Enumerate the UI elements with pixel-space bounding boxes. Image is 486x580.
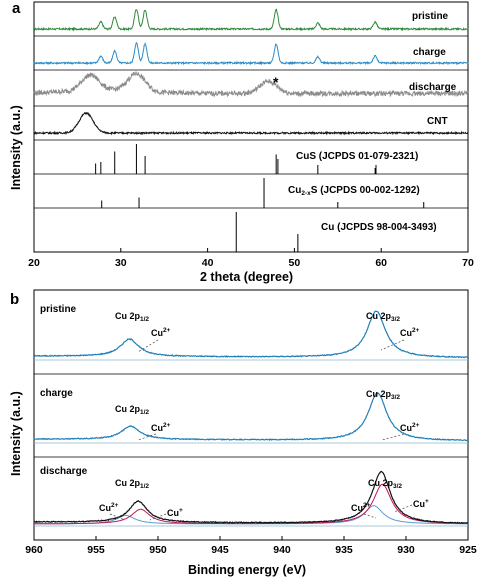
label-cu-2p12: Cu 2p1/2: [115, 311, 149, 323]
panel-a-y-axis-title: Intensity (a.u.): [9, 105, 23, 190]
discharge-asterisk: *: [273, 74, 279, 90]
label-cu-2p12: Cu 2p1/2: [115, 404, 149, 416]
panel-a-frame: [33, 1, 469, 253]
label-cu-2p32: Cu 2p3/2: [366, 389, 400, 401]
leader-line: [380, 339, 405, 351]
panel-a-x-axis-title: 2 theta (degree): [200, 270, 293, 284]
xrd-curve-cnt: [33, 111, 469, 136]
panel-b-letter: b: [10, 291, 19, 308]
xps-component-cu-plus: [34, 483, 468, 525]
panel-a-curves: [33, 8, 469, 136]
label-cu2plus: Cu2+: [99, 502, 119, 513]
x-tick-label: 960: [25, 544, 43, 556]
label-cu-plus: Cu+: [167, 507, 183, 518]
leader-line: [381, 433, 405, 441]
xps-panel-label-charge: charge: [40, 388, 73, 399]
panel-a-reference-lines: [95, 144, 425, 252]
leader-line: [149, 513, 167, 521]
leader-line: [363, 513, 377, 519]
xps-curve-pristine: [33, 310, 469, 359]
xps-panel-label-discharge: discharge: [40, 466, 88, 477]
x-tick-label: 935: [335, 544, 353, 556]
xps-panel-label-pristine: pristine: [40, 304, 77, 315]
panel-b-x-axis-title: Binding energy (eV): [188, 563, 306, 577]
label-cu2plus: Cu2+: [400, 422, 420, 433]
xrd-curve-charge: [33, 41, 469, 66]
x-tick-label: 955: [87, 544, 105, 556]
series-label-discharge: discharge: [409, 82, 457, 93]
panel-b-x-ticks: 960 955 950 945 940 935 930 925: [25, 536, 477, 556]
xrd-curve-pristine: [33, 8, 469, 32]
label-cu-2p32: Cu 2p3/2: [366, 311, 400, 323]
x-tick-label: 940: [273, 544, 291, 556]
panel-b-frame: [33, 289, 469, 541]
x-tick-label: 950: [149, 544, 167, 556]
label-cu2plus: Cu2+: [151, 422, 171, 433]
reference-label-cus: CuS (JCPDS 01-079-2321): [296, 151, 418, 162]
label-cu2plus: Cu2+: [151, 327, 171, 338]
panel-b-y-axis-title: Intensity (a.u.): [9, 391, 23, 476]
label-cu2plus: Cu2+: [400, 327, 420, 338]
leader-line: [137, 339, 159, 353]
panel-a-letter: a: [12, 0, 21, 17]
label-cu2plus: Cu2+: [351, 502, 371, 513]
reference-label-cu: Cu (JCPDS 98-004-3493): [321, 222, 437, 233]
series-label-pristine: pristine: [412, 11, 449, 22]
x-tick-label: 40: [202, 257, 214, 269]
xps-curve-discharge: [33, 470, 469, 525]
xrd-curve-discharge: [33, 71, 469, 98]
leader-line: [137, 433, 157, 441]
x-tick-label: 20: [28, 257, 40, 269]
series-label-charge: charge: [413, 47, 446, 58]
label-cu-plus: Cu+: [413, 498, 429, 509]
x-tick-label: 60: [375, 257, 387, 269]
x-tick-label: 50: [289, 257, 301, 269]
leader-line: [393, 504, 413, 513]
x-tick-label: 930: [397, 544, 415, 556]
x-tick-label: 945: [211, 544, 229, 556]
series-label-cnt: CNT: [427, 116, 448, 127]
xps-curve-charge: [33, 392, 469, 442]
x-tick-label: 70: [462, 257, 474, 269]
x-tick-label: 30: [115, 257, 127, 269]
x-tick-label: 925: [459, 544, 477, 556]
label-cu-2p32: Cu 2p3/2: [368, 478, 402, 490]
panel-a-x-ticks: 20 30 40 50 60 70: [28, 248, 474, 269]
label-cu-2p12: Cu 2p1/2: [115, 478, 149, 490]
leader-line: [109, 513, 126, 521]
reference-label-cu2xs: Cu2-xS (JCPDS 00-002-1292): [288, 185, 420, 197]
panel-b-curves: [33, 310, 469, 527]
